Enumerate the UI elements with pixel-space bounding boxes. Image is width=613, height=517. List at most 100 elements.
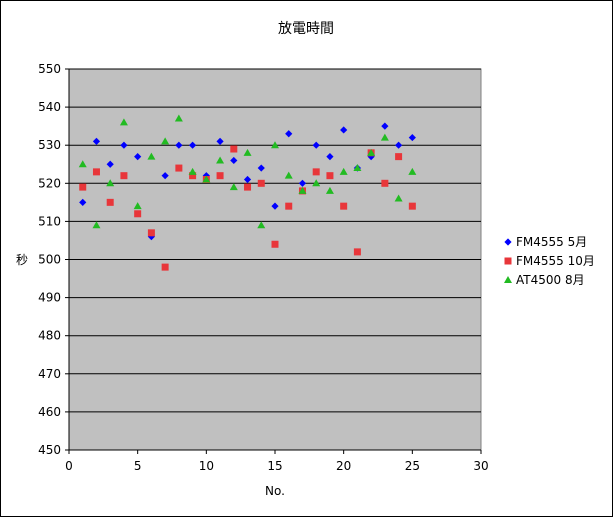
data-point [79,198,87,206]
data-point [106,179,115,187]
data-points [78,114,417,271]
data-point [285,130,293,138]
legend-label: FM4555 5月 [516,235,587,249]
y-tick-label: 530 [38,138,61,152]
y-tick-labels: 450 460 470 480 490 500 510 520 530 540 550 [38,62,61,457]
legend-marker [504,257,512,265]
y-tick-label: 550 [38,62,61,76]
data-point [312,179,321,187]
data-point [325,186,334,194]
x-tick-label: 20 [336,459,351,473]
data-point [257,164,265,172]
data-point [284,171,293,179]
data-point [298,186,307,194]
data-point [120,172,128,180]
legend-label: FM4555 10月 [516,254,595,268]
data-point [257,221,266,229]
legend-marker [504,238,512,246]
data-point [189,172,197,180]
data-point [339,167,348,175]
series-2 [78,114,417,229]
data-point [188,167,197,175]
data-point [408,133,416,142]
y-tick-label: 490 [38,291,61,305]
data-point [202,175,211,183]
data-point [257,179,265,187]
data-point [244,183,252,191]
data-point [395,153,403,161]
y-tick-label: 480 [38,329,61,343]
data-point [216,156,225,164]
data-point [408,167,417,175]
data-point [326,153,334,161]
data-point [353,164,362,172]
data-point [243,148,252,156]
x-tick-label: 30 [473,459,488,473]
data-point [271,202,279,210]
y-tick-label: 520 [38,176,61,190]
y-tick-label: 460 [38,405,61,419]
data-point [119,118,128,126]
data-point [92,221,101,229]
data-point [312,168,320,176]
legend-label: AT4500 8月 [516,273,585,287]
data-point [175,164,183,172]
x-tick-label: 25 [405,459,420,473]
data-point [285,202,293,210]
x-tick-labels: 0 5 10 15 20 25 30 [65,459,488,473]
x-axis-label: No. [265,484,285,498]
data-point [353,248,361,256]
data-point [120,141,128,149]
chart-title: 放電時間 [278,21,334,37]
data-point [298,179,307,187]
data-point [271,240,279,248]
data-point [340,126,348,134]
data-point [161,263,169,271]
data-point [381,179,389,187]
y-tick-label: 510 [38,214,61,228]
x-tick-label: 15 [267,459,282,473]
data-point [326,172,334,180]
y-tick-label: 470 [38,367,61,381]
data-point [216,172,224,180]
data-point [243,175,252,184]
data-point [230,145,238,153]
x-tick-label: 10 [199,459,214,473]
data-point [271,141,279,149]
data-point [147,152,156,160]
x-tick-label: 0 [65,459,73,473]
data-point [79,183,87,191]
data-point [133,202,142,210]
data-point [381,122,389,130]
data-point [106,198,114,206]
data-point [312,141,320,149]
data-point [189,141,197,149]
data-point [380,133,389,141]
data-point [78,160,87,168]
legend: FM4555 5月 FM4555 10月 AT4500 8月 [504,235,595,287]
data-point [92,168,100,176]
data-point [367,148,376,156]
data-point [134,153,142,161]
data-point [106,160,114,168]
data-point [174,114,183,122]
data-point [134,210,142,218]
legend-marker [504,276,512,283]
y-axis-label: 秒 [16,253,28,267]
data-point [340,202,348,210]
y-tick-label: 500 [38,253,61,267]
data-point [147,229,155,237]
data-point [367,153,375,161]
y-tick-label: 450 [38,443,61,457]
x-tick-label: 5 [134,459,142,473]
data-point [175,141,183,149]
data-point [229,183,238,191]
data-point [394,194,403,202]
data-point [161,137,170,145]
data-point [216,137,224,145]
data-point [161,172,169,180]
gridlines [69,68,481,413]
data-point [92,137,101,145]
data-point [395,141,403,149]
